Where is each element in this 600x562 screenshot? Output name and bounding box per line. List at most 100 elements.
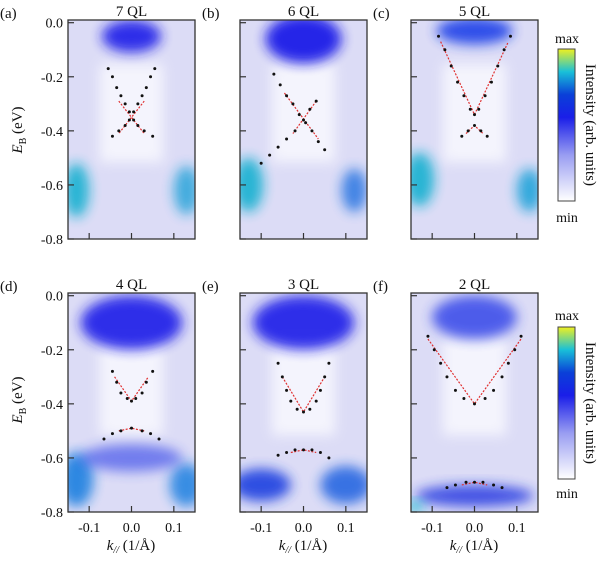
intensity-gap-region <box>99 336 164 436</box>
dispersion-point <box>280 375 284 379</box>
dispersion-point <box>297 113 301 117</box>
dispersion-point <box>304 121 308 125</box>
dispersion-point <box>272 72 276 76</box>
dispersion-point <box>314 399 318 403</box>
intensity-map <box>240 293 367 512</box>
dispersion-point <box>119 391 123 395</box>
dispersion-point <box>473 123 476 127</box>
panel-f: -0.1 0.0 0.1 (f) 2 QL <box>373 277 539 536</box>
dispersion-point <box>144 86 148 90</box>
dispersion-point <box>485 134 489 138</box>
dispersion-point <box>119 94 123 98</box>
panel-label: (d) <box>0 279 18 295</box>
dispersion-point <box>293 129 297 133</box>
colorbar-min-label: min <box>556 211 578 226</box>
panel-e: -0.1 0.0 0.1 (e) 3 QL <box>202 277 368 536</box>
dispersion-point <box>302 118 305 122</box>
dispersion-point <box>308 407 312 411</box>
panel-label: (f) <box>373 279 388 295</box>
dispersion-point <box>508 34 512 38</box>
x-axis-labels: k// (1/Å) k// (1/Å) k// (1/Å) <box>107 538 498 556</box>
y-tick-label: -0.6 <box>41 452 63 467</box>
colorbar-title: Intensity (arb. units) <box>582 64 598 186</box>
intensity-gap-region <box>271 336 336 436</box>
dispersion-point <box>327 361 331 365</box>
panel-d: -0.1 0.0 0.1 0.0 -0.2 -0.4 -0.6 -0.8 (d) 4 QL <box>0 277 196 536</box>
dispersion-point <box>502 48 506 52</box>
dispersion-point <box>449 64 453 68</box>
colorbar-title: Intensity (arb. units) <box>582 342 598 464</box>
intensity-gap-region <box>442 63 507 163</box>
dispersion-point <box>115 86 119 90</box>
dispersion-point <box>110 432 114 436</box>
dispersion-point <box>506 361 510 365</box>
dispersion-point <box>136 102 140 106</box>
intensity-map <box>411 293 538 512</box>
y-tick-label: -0.4 <box>41 125 63 140</box>
dispersion-point <box>443 48 447 52</box>
dispersion-point <box>462 94 466 98</box>
x-tick-label: 0.0 <box>123 521 141 536</box>
dispersion-point <box>473 402 476 406</box>
y-axis-label-bottom: EB (eV) <box>10 376 29 424</box>
intensity-band <box>411 501 424 512</box>
dispersion-point <box>318 451 322 455</box>
dispersion-point <box>496 64 500 68</box>
intensity-band <box>173 166 195 215</box>
dispersion-point <box>149 75 153 79</box>
dispersion-point <box>302 410 305 414</box>
dispersion-point <box>481 480 485 484</box>
dispersion-point <box>278 83 282 87</box>
intensity-map <box>411 20 538 239</box>
intensity-band <box>516 168 538 212</box>
dispersion-point <box>310 129 314 133</box>
y-axis-label-top: EB (eV) <box>10 106 29 154</box>
intensity-band <box>68 452 94 507</box>
dispersion-point <box>323 148 327 152</box>
dispersion-point <box>102 437 106 441</box>
dispersion-point <box>134 396 138 400</box>
panel-title: 6 QL <box>288 4 319 20</box>
y-tick-label: -0.8 <box>41 506 63 521</box>
intensity-band <box>252 295 355 350</box>
y-tick-label: -0.2 <box>41 344 63 359</box>
dispersion-point <box>110 75 114 79</box>
dispersion-point <box>115 380 119 384</box>
fit-line <box>283 92 319 140</box>
dispersion-point <box>492 483 496 487</box>
fit-line <box>292 100 317 134</box>
dispersion-point <box>157 437 161 441</box>
dispersion-point <box>291 102 295 106</box>
intensity-map <box>68 20 195 239</box>
intensity-band <box>240 157 264 212</box>
x-axis-label-e: k// (1/Å) <box>279 538 327 556</box>
x-tick-label: 0.0 <box>466 521 484 536</box>
panel-title: 4 QL <box>116 277 147 293</box>
dispersion-point <box>479 129 483 133</box>
dispersion-point <box>483 396 487 400</box>
panel-b: (b) 6 QL <box>202 4 368 240</box>
dispersion-point <box>140 429 144 433</box>
dispersion-point <box>140 94 144 98</box>
dispersion-point <box>462 396 466 400</box>
dispersion-point <box>492 388 496 392</box>
fit-line <box>427 338 522 405</box>
y-tick-label: 0.0 <box>46 17 64 32</box>
dispersion-point <box>318 388 322 392</box>
intensity-map <box>240 20 367 239</box>
dispersion-point <box>439 361 443 365</box>
fit-line <box>290 449 317 454</box>
dispersion-point <box>456 80 460 84</box>
colorbar-min-label: min <box>556 487 578 502</box>
dispersion-point <box>466 129 470 133</box>
dispersion-point <box>464 480 468 484</box>
dispersion-point <box>144 380 148 384</box>
intensity-band <box>411 152 435 207</box>
y-tick-label: -0.2 <box>41 71 63 86</box>
panel-title: 2 QL <box>459 277 490 293</box>
intensity-band <box>68 163 90 218</box>
dispersion-point <box>149 432 153 436</box>
dispersion-point <box>117 129 121 133</box>
dispersion-point <box>437 34 441 38</box>
x-tick-label: -0.1 <box>421 521 443 536</box>
